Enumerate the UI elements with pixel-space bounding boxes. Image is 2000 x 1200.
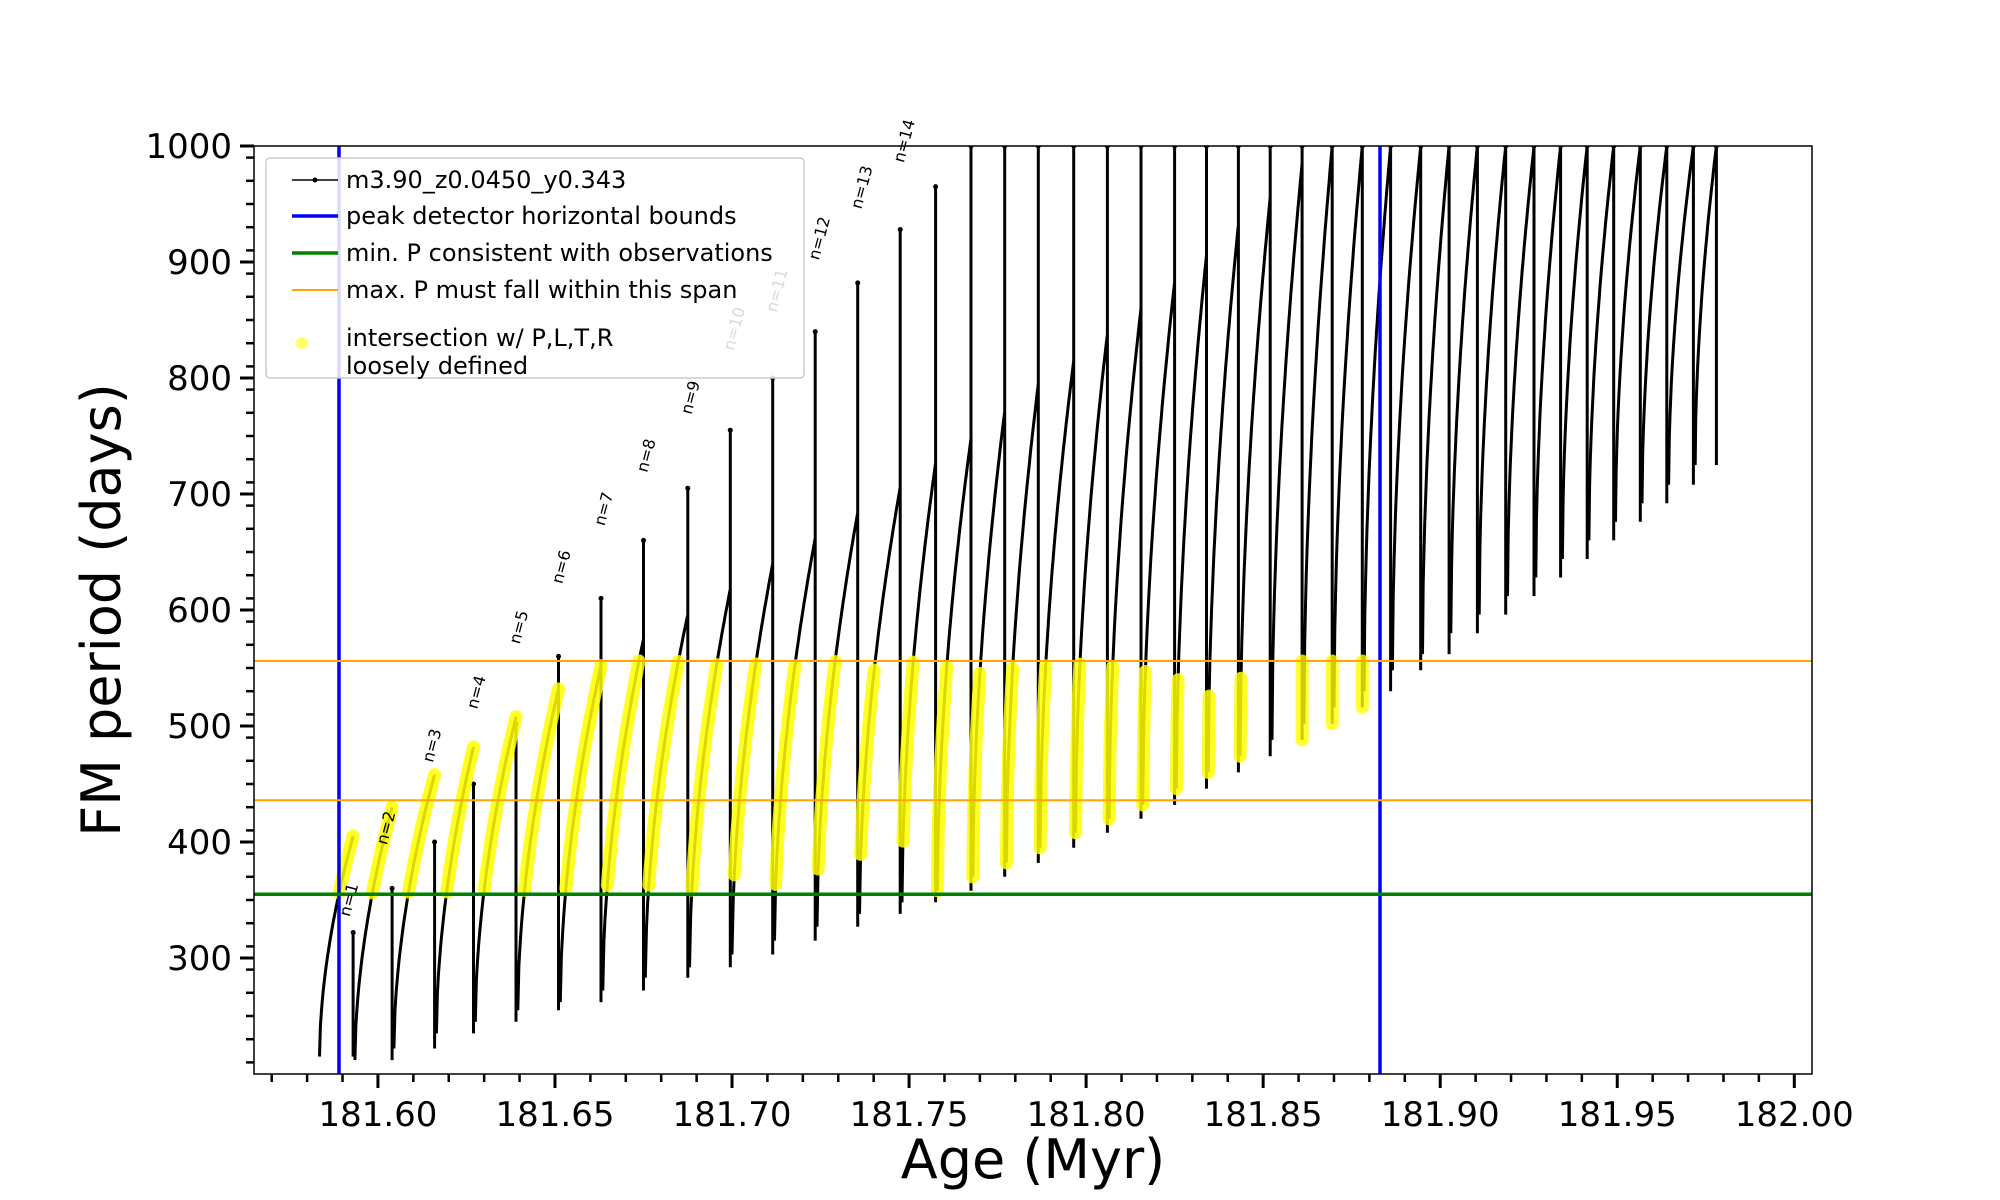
intersection-mark [811,655,842,876]
series-pulse [1302,146,1334,724]
intersection-mark [1136,665,1152,812]
series-pulse [1693,146,1718,466]
intersection-mark [1169,673,1185,796]
intersection-mark [727,657,763,882]
intersection-mark [600,654,646,892]
series-pulse [1449,146,1479,634]
series-point [855,280,861,286]
x-tick-label: 181.60 [318,1095,437,1135]
series-pulse [1421,146,1451,655]
y-tick-label: 700 [167,475,232,515]
series-point [897,227,903,233]
intersection-mark [1033,659,1053,855]
x-tick-label: 181.85 [1204,1095,1323,1135]
intersection-mark [1233,671,1248,763]
series-pulse [1477,146,1508,615]
x-tick-label: 181.70 [673,1095,792,1135]
intersection-mark [930,660,954,898]
intersection-mark [1102,659,1120,826]
y-tick-label: 1000 [145,127,232,167]
series-point [432,839,438,845]
legend-label: intersection w/ P,L,T,R [346,324,613,352]
x-axis-title: Age (Myr) [901,1128,1166,1191]
y-tick-label: 600 [167,591,232,631]
series-pulse [1174,146,1208,789]
intersection-mark [518,682,565,897]
x-tick-label: 181.95 [1558,1095,1677,1135]
intersection-mark [685,658,724,897]
intersection-mark [642,655,685,892]
highlight-layer [332,654,1369,900]
series-point [812,329,818,335]
legend-label: min. P consistent with observations [346,239,773,267]
y-tick-label: 400 [167,823,232,863]
x-tick-label: 181.75 [850,1095,969,1135]
series-point [556,653,562,659]
series-pulse [1238,146,1272,757]
x-tick-label: 181.80 [1027,1095,1146,1135]
series-point [727,427,733,433]
y-tick-label: 300 [167,939,232,979]
series-pulse [1270,146,1304,740]
legend-label: m3.90_z0.0450_y0.343 [346,166,626,194]
series-point [471,781,477,787]
intersection-mark [896,655,920,848]
intersection-mark [402,768,442,899]
intersection-mark [999,661,1020,870]
series-point [641,537,646,543]
series-pulse [1560,146,1589,560]
series-pulse [1506,146,1536,597]
series-point [350,929,356,935]
intersection-mark [366,800,399,900]
series-pulse [1614,146,1642,522]
intersection-mark [1201,689,1216,779]
legend-frame [265,157,805,379]
y-tick-label: 500 [167,707,232,747]
y-tick-label: 900 [167,243,232,283]
y-tick-label: 800 [167,359,232,399]
reference-lines-layer [254,146,1812,1074]
series-point [685,485,691,491]
series-pulse [1390,146,1423,671]
series-pulse [1332,146,1364,708]
legend-label: max. P must fall within this span [346,276,737,304]
intersection-mark [966,666,987,884]
series-point [933,184,939,190]
intersection-mark [332,829,360,900]
legend-label: loosely defined [346,352,528,380]
x-tick-label: 181.65 [495,1095,614,1135]
x-tick-label: 182.00 [1735,1095,1854,1135]
series-point [598,595,604,601]
legend-swatch-marker [312,177,318,183]
intersection-mark [477,710,523,895]
legend-label: peak detector horizontal bounds [346,202,737,230]
series-pulse [1206,146,1240,773]
intersection-mark [769,659,802,891]
intersection-mark [440,740,480,899]
intersection-mark [1069,657,1087,840]
series-pulse [1534,146,1563,578]
intersection-mark [559,659,608,895]
intersection-mark [854,663,881,861]
series-point [389,885,395,891]
legend-swatch-marker [296,337,308,349]
axes-layer: 181.60 181.65 181.70 181.75 181.80 181.85 181.… [145,127,1853,1135]
series-pulse [1640,146,1669,504]
intersection-group [332,654,1369,900]
series-pulse [1362,146,1393,692]
y-axis-title: FM period (days) [70,383,133,837]
x-tick-label: 181.90 [1381,1095,1500,1135]
series-pulse [1587,146,1616,541]
series-pulse [1667,146,1695,485]
